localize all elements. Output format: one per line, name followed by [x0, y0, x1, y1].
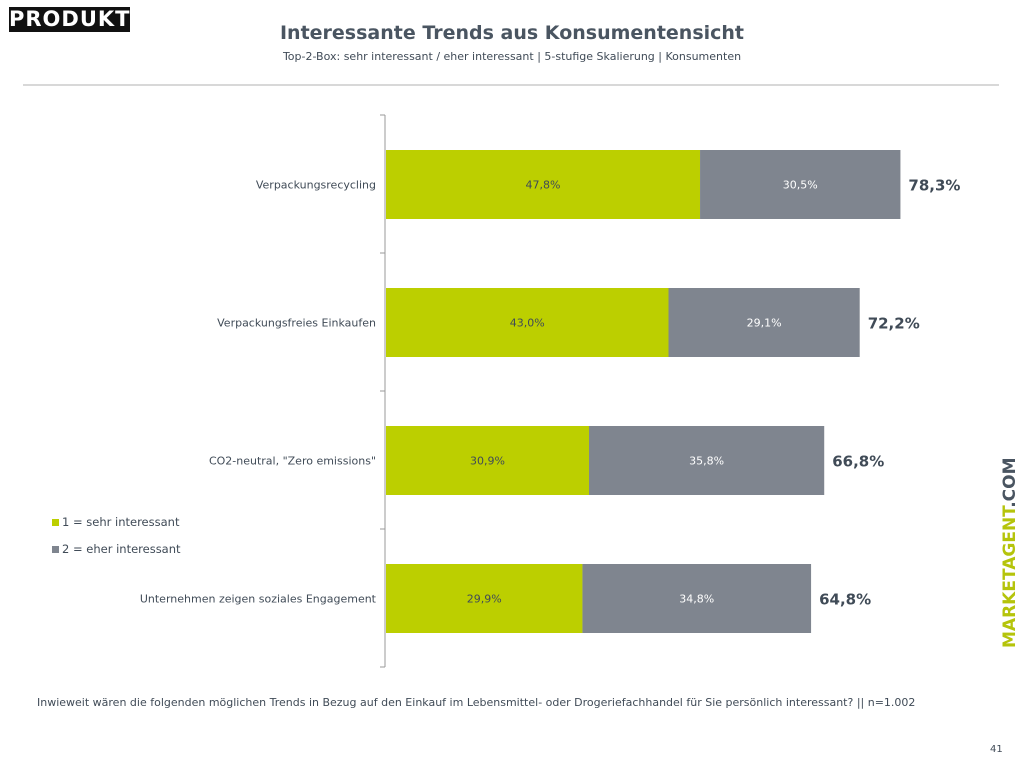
bar-segment [386, 288, 669, 357]
total-label: 64,8% [819, 591, 871, 609]
legend-swatch [52, 518, 59, 526]
data-label: 30,9% [470, 455, 505, 468]
data-label: 34,8% [679, 593, 714, 606]
data-label: 35,8% [689, 455, 724, 468]
data-label: 29,1% [747, 317, 782, 330]
data-label: 47,8% [526, 179, 561, 192]
category-label: Verpackungsrecycling [256, 179, 376, 192]
total-label: 72,2% [868, 315, 920, 333]
bar-segment [386, 564, 583, 633]
total-label: 78,3% [908, 177, 960, 195]
bar-segment [589, 426, 825, 495]
legend-label: 1 = sehr interessant [62, 515, 180, 529]
produkt-logo: PRODUKT [9, 7, 131, 32]
page-number: 41 [990, 744, 1003, 755]
page-subtitle: Top-2-Box: sehr interessant / eher inter… [282, 50, 742, 63]
data-label: 29,9% [467, 593, 502, 606]
legend-item-1: 1 = sehr interessant [52, 515, 179, 529]
category-label: CO2-neutral, "Zero emissions" [209, 455, 376, 468]
legend-label: 2 = eher interessant [62, 542, 181, 556]
marketagent-logo: MARKETAGENT.COM [1000, 457, 1020, 648]
legend-item-2: 2 = eher interessant [52, 542, 181, 556]
bar-segment [386, 150, 701, 219]
question-note: Inwieweit wären die folgenden möglichen … [37, 696, 916, 709]
divider [23, 84, 999, 86]
page-title: Interessante Trends aus Konsumentensicht [279, 22, 745, 44]
data-label: 43,0% [510, 317, 545, 330]
category-label: Verpackungsfreies Einkaufen [217, 317, 376, 330]
bar-segment [668, 288, 860, 357]
total-label: 66,8% [832, 453, 884, 471]
bar-segment [386, 426, 590, 495]
legend-swatch [52, 545, 59, 553]
bar-segment [582, 564, 812, 633]
category-label: Unternehmen zeigen soziales Engagement [140, 593, 377, 606]
data-label: 30,5% [783, 179, 818, 192]
bar-segment [700, 150, 901, 219]
